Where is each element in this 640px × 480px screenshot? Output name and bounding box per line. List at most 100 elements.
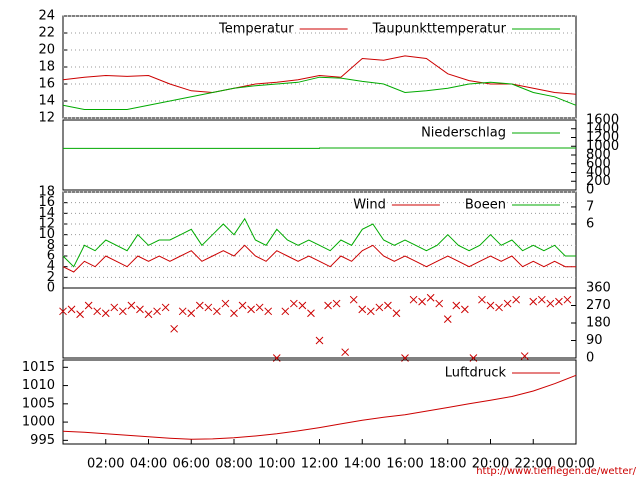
point-marker — [341, 348, 350, 357]
point-marker — [443, 315, 452, 323]
y-tick-label: 1010 — [22, 378, 55, 393]
point-marker — [161, 303, 170, 312]
point-marker — [409, 295, 418, 304]
point-marker — [307, 309, 315, 318]
point-marker — [213, 307, 221, 316]
point-marker — [349, 295, 358, 304]
point-marker — [495, 303, 503, 312]
point-marker — [452, 301, 461, 310]
point-marker — [144, 310, 153, 319]
y-tick-label: 6 — [47, 249, 55, 264]
point-marker — [247, 305, 255, 314]
y-tick-label: 18 — [38, 185, 55, 200]
y-tick-label: 7 — [586, 199, 594, 214]
y-tick-label: 0 — [586, 351, 594, 366]
point-marker — [555, 297, 563, 306]
y-tick-label: 995 — [30, 433, 55, 448]
point-marker — [153, 307, 161, 316]
point-marker — [195, 301, 204, 310]
point-marker — [118, 307, 127, 316]
point-marker — [67, 305, 76, 314]
point-marker — [563, 295, 572, 304]
y-tick-label: 1600 — [586, 113, 619, 128]
x-tick-label: 08:00 — [215, 457, 252, 472]
y-tick-label: 24 — [38, 9, 55, 24]
point-marker — [324, 301, 332, 310]
series-line — [62, 76, 577, 110]
point-marker — [529, 297, 538, 306]
point-marker — [101, 309, 110, 318]
y-tick-label: 18 — [38, 60, 55, 75]
point-marker — [281, 307, 290, 316]
y-tick-label: 1000 — [22, 415, 55, 430]
point-marker — [255, 303, 264, 312]
point-marker — [503, 299, 512, 308]
point-marker — [478, 295, 486, 304]
y-tick-label: 180 — [586, 316, 611, 331]
y-tick-label: 12 — [38, 217, 55, 232]
point-marker — [221, 299, 230, 308]
point-marker — [520, 352, 529, 360]
point-marker — [289, 299, 298, 308]
point-marker — [204, 303, 213, 312]
point-marker — [170, 324, 179, 333]
point-marker — [76, 310, 84, 319]
y-tick-label: 4 — [47, 259, 55, 274]
legend-label: Wind — [353, 198, 386, 213]
point-marker — [84, 301, 93, 310]
y-tick-label: 22 — [38, 26, 55, 41]
point-marker — [230, 309, 238, 318]
y-tick-label: 16 — [38, 77, 55, 92]
y-tick-label: 12 — [38, 111, 55, 126]
legend-label: Temperatur — [218, 22, 294, 37]
point-marker — [332, 299, 341, 308]
point-marker — [486, 301, 495, 310]
point-marker — [384, 301, 392, 310]
y-tick-label: 800 — [586, 148, 611, 163]
x-tick-label: 20:00 — [472, 457, 509, 472]
y-tick-label: 400 — [586, 165, 611, 180]
y-tick-label: 16 — [38, 195, 55, 210]
y-tick-label: 6 — [586, 217, 594, 232]
y-tick-label: 200 — [586, 174, 611, 189]
y-tick-label: 360 — [586, 281, 611, 296]
x-tick-label: 02:00 — [87, 457, 124, 472]
x-tick-label: 22:00 — [515, 457, 552, 472]
y-tick-label: 14 — [38, 206, 55, 221]
y-tick-label: 270 — [586, 298, 611, 313]
x-tick-label: 18:00 — [429, 457, 466, 472]
point-marker — [546, 299, 555, 308]
legend-label: Boeen — [465, 198, 506, 213]
x-tick-label: 10:00 — [258, 457, 295, 472]
point-marker — [460, 305, 469, 314]
legend-label: Niederschlag — [421, 126, 506, 141]
y-tick-label: 1015 — [22, 360, 55, 375]
y-tick-label: 1000 — [586, 139, 619, 154]
x-tick-label: 14:00 — [344, 457, 381, 472]
y-tick-label: 10 — [38, 227, 55, 242]
panel-frame — [62, 287, 577, 359]
y-tick-label: 1400 — [586, 121, 619, 136]
point-marker — [136, 305, 144, 314]
point-marker — [187, 309, 196, 318]
point-marker — [392, 309, 401, 318]
y-tick-label: 600 — [586, 156, 611, 171]
x-tick-label: 04:00 — [130, 457, 167, 472]
y-tick-label: 20 — [38, 43, 55, 58]
point-marker — [238, 301, 247, 310]
y-tick-label: 0 — [47, 281, 55, 296]
y-tick-label: 14 — [38, 94, 55, 109]
legend-label: Taupunkttemperatur — [372, 22, 507, 37]
point-marker — [298, 301, 307, 310]
legend-label: Luftdruck — [445, 366, 507, 381]
point-marker — [375, 303, 384, 312]
point-marker — [435, 299, 444, 308]
point-marker — [537, 295, 546, 304]
y-tick-label: 1200 — [586, 130, 619, 145]
point-marker — [315, 336, 324, 345]
y-tick-label: 0 — [586, 183, 594, 198]
point-marker — [93, 307, 102, 316]
point-marker — [127, 301, 136, 310]
x-tick-label: 00:00 — [557, 457, 594, 472]
